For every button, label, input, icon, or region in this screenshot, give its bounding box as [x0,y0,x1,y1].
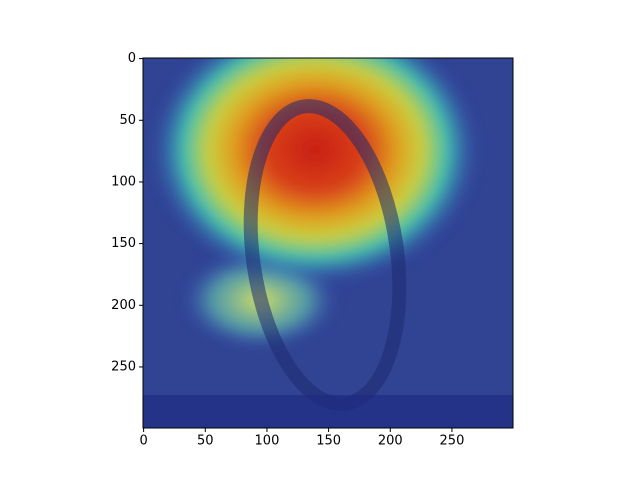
x-tick-label: 0 [139,434,147,449]
y-tick-label: 150 [111,236,136,251]
x-tick-label: 200 [378,434,403,449]
y-tick-label: 50 [119,113,136,128]
y-tick-label: 100 [111,174,136,189]
y-tick-label: 250 [111,359,136,374]
image [143,58,513,428]
x-tick-label: 50 [197,434,214,449]
x-tick-label: 250 [440,434,465,449]
y-tick-label: 0 [128,51,136,66]
y-tick-label: 200 [111,298,136,313]
x-tick-label: 150 [316,434,341,449]
axes-frame [142,57,514,429]
x-tick-label: 100 [255,434,280,449]
